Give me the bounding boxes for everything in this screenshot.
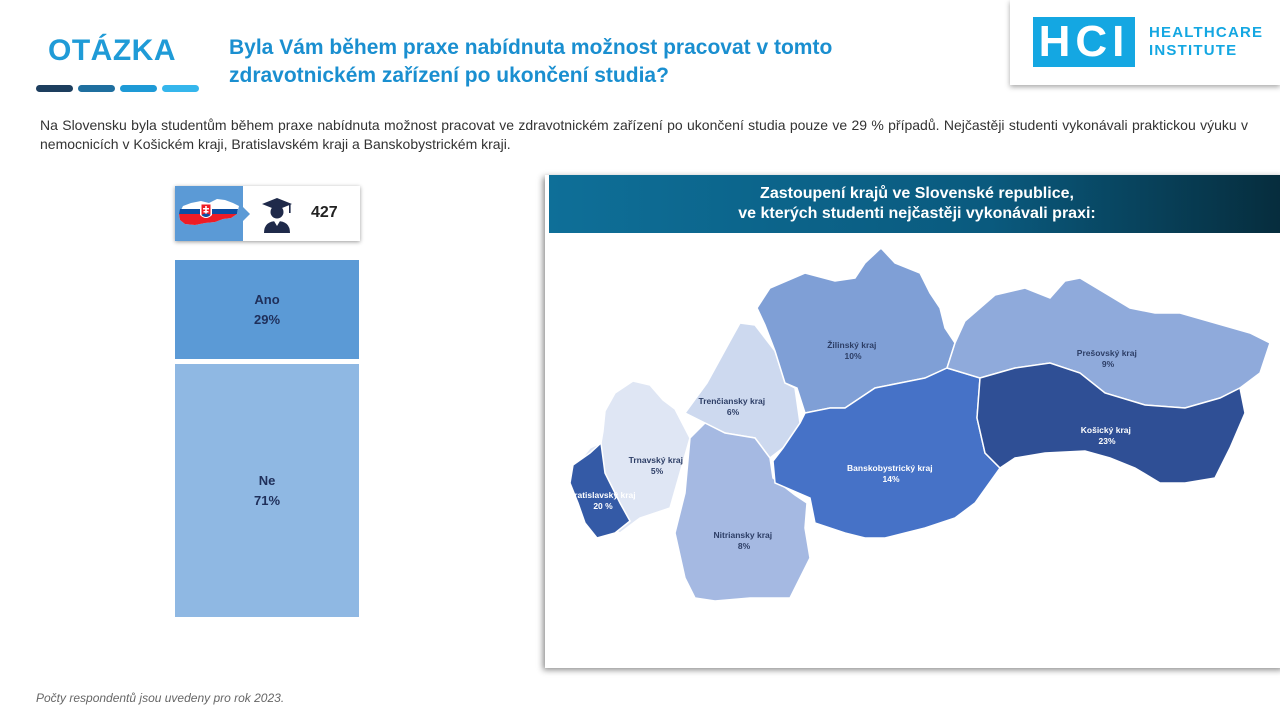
label-trnavsky-name: Trnavský kraj: [629, 455, 683, 465]
slovakia-regions-map: Žilinský kraj 10% Prešovský kraj 9% Tren…: [568, 246, 1271, 602]
label-nitriansky-name: Nitriansky kraj: [714, 530, 773, 540]
label-bratislavsky-name: Bratislavský kraj: [568, 490, 636, 500]
label-trnavsky: Trnavský kraj 5%: [629, 455, 686, 476]
label-presovsky-value: 9%: [1102, 359, 1115, 369]
hci-logo: HCI HEALTHCARE INSTITUTE: [1010, 0, 1280, 85]
label-banskobystricky-value: 14%: [882, 474, 899, 484]
label-nitriansky: Nitriansky kraj 8%: [714, 530, 775, 551]
label-zilinsky-value: 10%: [844, 351, 861, 361]
bar-ano-value: 29%: [253, 311, 281, 327]
label-trenciansky-name: Trenčiansky kraj: [698, 396, 765, 406]
bar-ne-value: 71%: [253, 492, 281, 508]
label-bratislavsky-value: 20 %: [593, 501, 613, 511]
dash-1: [36, 85, 73, 92]
dash-2: [78, 85, 115, 92]
label-trnavsky-value: 5%: [651, 466, 664, 476]
map-panel: Zastoupení krajů ve Slovenské republice,…: [545, 175, 1280, 668]
question-line-1: Byla Vám během praxe nabídnuta možnost p…: [229, 36, 833, 59]
label-zilinsky-name: Žilinský kraj: [827, 339, 876, 350]
map-title-line-1: Zastoupení krajů ve Slovenské republice,: [760, 185, 1074, 202]
bar-ano: Ano 29%: [175, 260, 359, 359]
label-trenciansky-value: 6%: [727, 407, 740, 417]
logo-line-2: INSTITUTE: [1149, 42, 1238, 59]
label-banskobystricky: Banskobystrický kraj 14%: [847, 463, 935, 484]
label-trenciansky: Trenčiansky kraj 6%: [698, 396, 767, 417]
respondents-box: 427: [175, 186, 360, 241]
region-bratislavsky[interactable]: [569, 441, 631, 539]
map-header: Zastoupení krajů ve Slovenské republice,…: [549, 175, 1280, 233]
label-nitriansky-value: 8%: [738, 541, 751, 551]
logo-line-1: HEALTHCARE: [1149, 24, 1264, 41]
question-line-2: zdravotnickém zařízení po ukončení studi…: [229, 64, 669, 87]
flag-cell: [175, 186, 243, 241]
label-presovsky: Prešovský kraj 9%: [1077, 348, 1139, 369]
bar-ano-label: Ano: [254, 291, 280, 307]
dash-3: [120, 85, 157, 92]
label-banskobystricky-name: Banskobystrický kraj: [847, 463, 933, 473]
label-kosicky: Košický kraj 23%: [1081, 425, 1133, 446]
arrow-icon: [243, 207, 250, 221]
dash-4: [162, 85, 199, 92]
bar-ne-label: Ne: [258, 472, 276, 488]
region-banskobystricky[interactable]: [772, 367, 1001, 539]
logo-mark: HCI: [1033, 17, 1135, 67]
label-presovsky-name: Prešovský kraj: [1077, 348, 1137, 358]
label-kosicky-name: Košický kraj: [1081, 425, 1131, 435]
logo-wordmark: HEALTHCARE INSTITUTE: [1149, 24, 1263, 60]
bar-ne: Ne 71%: [175, 364, 359, 617]
footnote: Počty respondentů jsou uvedeny pro rok 2…: [36, 691, 285, 705]
label-bratislavsky: Bratislavský kraj 20 %: [568, 490, 638, 511]
label-zilinsky: Žilinský kraj 10%: [827, 339, 879, 361]
slovakia-map-flag-icon: [179, 199, 239, 225]
graduate-student-icon: [262, 198, 292, 233]
region-kosicky[interactable]: [976, 362, 1246, 484]
intro-text: Na Slovensku byla studentům během praxe …: [40, 117, 1248, 152]
region-nitriansky[interactable]: [674, 422, 811, 602]
map-title-line-2: ve kterých studenti nejčastěji vykonával…: [738, 205, 1096, 222]
label-kosicky-value: 23%: [1098, 436, 1115, 446]
respondent-count: 427: [311, 204, 338, 221]
question-title: Byla Vám během praxe nabídnuta možnost p…: [229, 34, 989, 90]
section-label: OTÁZKA: [48, 34, 176, 67]
